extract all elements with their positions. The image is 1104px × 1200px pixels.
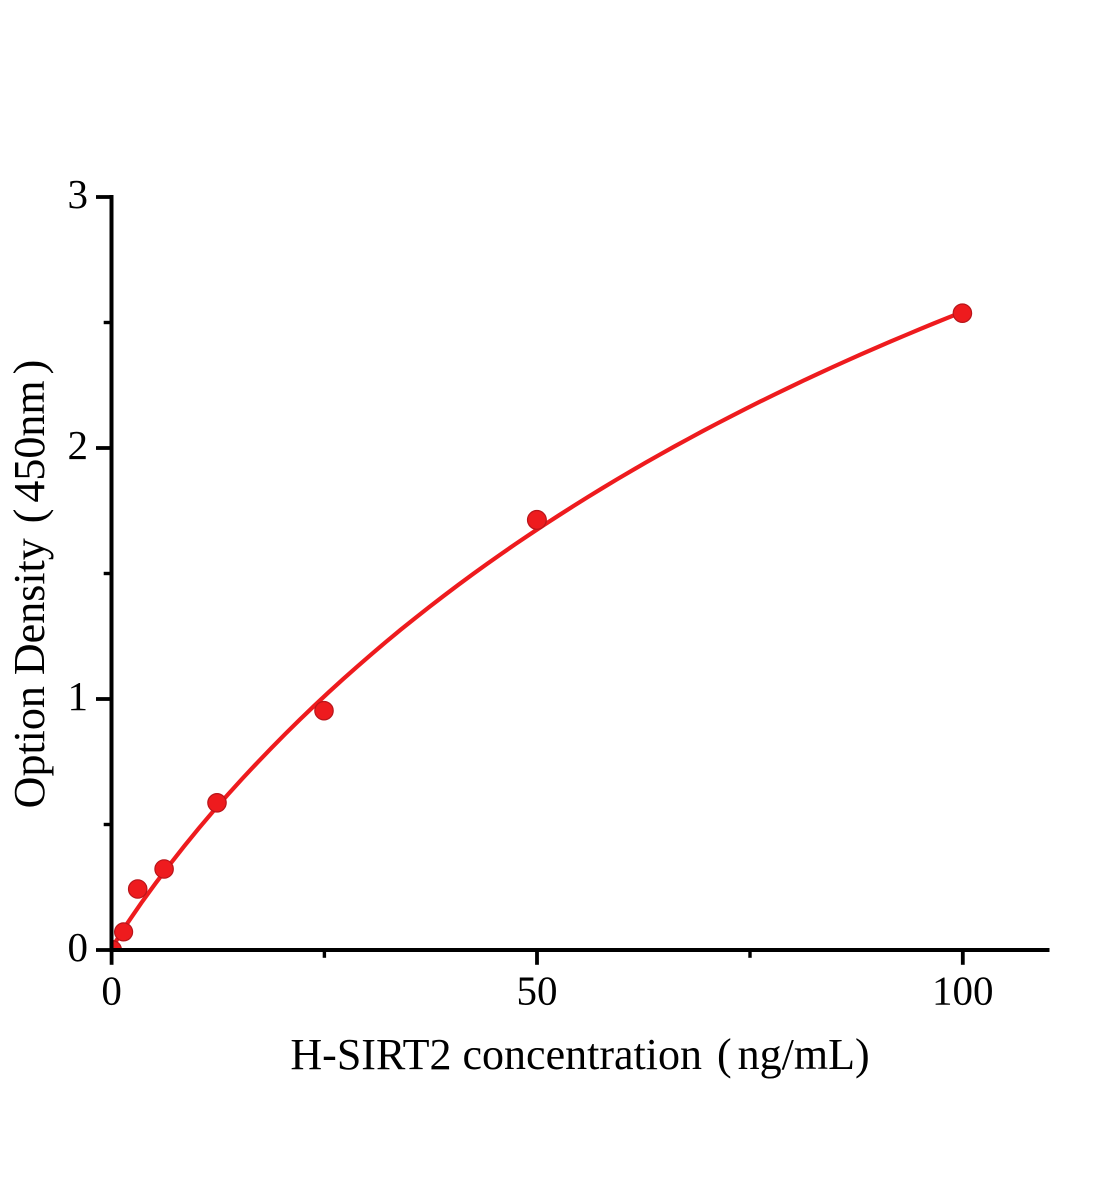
svg-text:2: 2 [68,422,89,468]
svg-text:1: 1 [68,673,89,719]
svg-text:Option Density(450nm): Option Density(450nm) [5,360,54,809]
svg-text:H-SIRT2 concentration(ng/mL): H-SIRT2 concentration(ng/mL) [290,1030,869,1079]
svg-text:0: 0 [101,967,122,1013]
svg-text:3: 3 [68,171,89,217]
svg-text:50: 50 [517,967,558,1013]
svg-text:100: 100 [932,967,994,1013]
svg-text:0: 0 [68,924,89,970]
